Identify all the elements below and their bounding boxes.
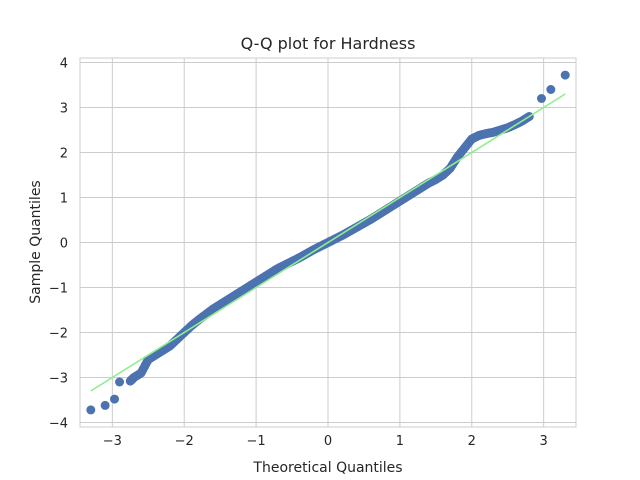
y-tick-label: −2	[49, 327, 68, 342]
sample-point	[110, 394, 120, 404]
x-tick-label: −1	[247, 434, 266, 449]
sample-point	[560, 70, 570, 80]
sample-points	[86, 70, 570, 415]
x-tick-label: 2	[468, 434, 476, 449]
reference-line	[90, 93, 566, 392]
x-tick-label: −3	[103, 434, 122, 449]
plot-frame	[79, 57, 577, 428]
x-tick-label: 1	[396, 434, 404, 449]
chart-title: Q-Q plot for Hardness	[241, 34, 416, 53]
x-tick-label: −2	[175, 434, 194, 449]
x-tick-label: 3	[540, 434, 548, 449]
sample-point	[100, 400, 110, 410]
x-tick-label: 0	[324, 434, 332, 449]
y-tick-label: −4	[49, 417, 68, 432]
y-tick-label: 3	[60, 102, 68, 117]
x-axis-label: Theoretical Quantiles	[252, 460, 402, 476]
reference-line-layer	[90, 93, 566, 392]
y-axis-label: Sample Quantiles	[28, 180, 44, 303]
y-tick-label: 2	[60, 147, 68, 162]
grid	[80, 58, 576, 427]
y-tick-label: 1	[60, 192, 68, 207]
y-tick-label: −1	[49, 282, 68, 297]
y-tick-labels: −4 −3 −2 −1 0 1 2 3 4	[49, 57, 68, 432]
sample-point	[536, 94, 546, 103]
y-tick-label: −3	[49, 372, 68, 387]
sample-point	[115, 377, 125, 387]
y-tick-label: 0	[60, 237, 68, 252]
sample-point	[546, 85, 556, 94]
x-tick-labels: −3 −2 −1 0 1 2 3	[103, 434, 548, 449]
sample-point	[86, 405, 96, 415]
y-tick-label: 4	[60, 57, 68, 72]
